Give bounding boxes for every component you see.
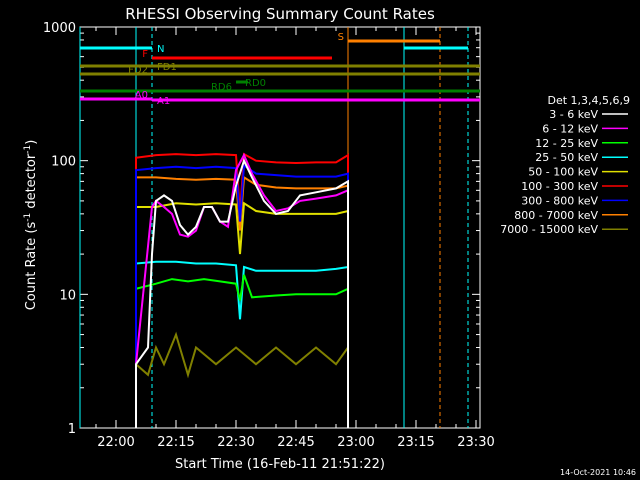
x-tick-label: 22:30 bbox=[217, 435, 254, 450]
x-tick-label: 22:15 bbox=[157, 435, 194, 450]
y-tick-label: 1000 bbox=[43, 21, 76, 36]
series-line-8 bbox=[135, 331, 349, 428]
y-axis-label-mid: detector bbox=[24, 153, 39, 213]
series-line-0 bbox=[135, 157, 349, 428]
series-lines bbox=[135, 152, 349, 428]
axes: 1 10 100 1000 22:00 22:15 22:30 22:45 23:00 23:15… bbox=[43, 21, 495, 450]
y-tick-label: 10 bbox=[59, 288, 76, 303]
y-axis-label: Count Rate (s-1 detector-1) bbox=[23, 140, 39, 311]
legend-entry: 800 - 7000 keV bbox=[514, 209, 598, 222]
chart-title: RHESSI Observing Summary Count Rates bbox=[125, 5, 435, 23]
legend-entry: 12 - 25 keV bbox=[535, 137, 598, 150]
legend-title: Det 1,3,4,5,6,9 bbox=[547, 94, 630, 107]
y-tick-label: 1 bbox=[68, 422, 76, 437]
x-tick-label: 23:00 bbox=[337, 435, 374, 450]
flag-label-rd0: RD0 bbox=[245, 78, 266, 89]
legend-entry: 3 - 6 keV bbox=[549, 108, 598, 121]
y-tick-label: 100 bbox=[51, 155, 76, 170]
flag-label-s: S bbox=[338, 32, 344, 43]
y-axis-label-main: Count Rate (s bbox=[24, 222, 39, 311]
flag-label-a0: A0 bbox=[135, 90, 148, 101]
flag-bars: NF FD1 FD2 RD0 RD6 A0 A1 S bbox=[80, 32, 480, 107]
flag-label-n: N bbox=[157, 44, 164, 55]
series-line-2 bbox=[135, 274, 349, 428]
x-tick-label: 22:00 bbox=[97, 435, 134, 450]
legend-entry: 50 - 100 keV bbox=[528, 166, 598, 179]
x-axis-label: Start Time (16-Feb-11 21:51:22) bbox=[175, 457, 385, 472]
legend-entry: 6 - 12 keV bbox=[542, 122, 598, 135]
legend-entry: 300 - 800 keV bbox=[521, 194, 598, 207]
y-axis-label-end: ) bbox=[24, 140, 39, 145]
footer-date: 14-Oct-2021 10:46 bbox=[560, 468, 636, 477]
x-tick-label: 23:30 bbox=[457, 435, 494, 450]
y-axis-label-sup2: -1 bbox=[23, 145, 33, 154]
flag-label-fd2: FD2 bbox=[128, 65, 148, 76]
legend-entry: 7000 - 15000 keV bbox=[500, 223, 598, 236]
series-line-4 bbox=[135, 201, 349, 428]
series-line-6 bbox=[135, 163, 349, 428]
flag-label-rd6: RD6 bbox=[211, 82, 232, 93]
flag-label-fd1: FD1 bbox=[157, 62, 177, 73]
series-line-1 bbox=[135, 152, 349, 428]
flag-label-f: F bbox=[142, 49, 148, 60]
flag-label-a1: A1 bbox=[157, 96, 170, 107]
y-axis-label-sup1: -1 bbox=[23, 213, 33, 222]
legend-entry: 25 - 50 keV bbox=[535, 151, 598, 164]
x-tick-label: 22:45 bbox=[277, 435, 314, 450]
x-tick-label: 23:15 bbox=[397, 435, 434, 450]
legend-entry: 100 - 300 keV bbox=[521, 180, 598, 193]
